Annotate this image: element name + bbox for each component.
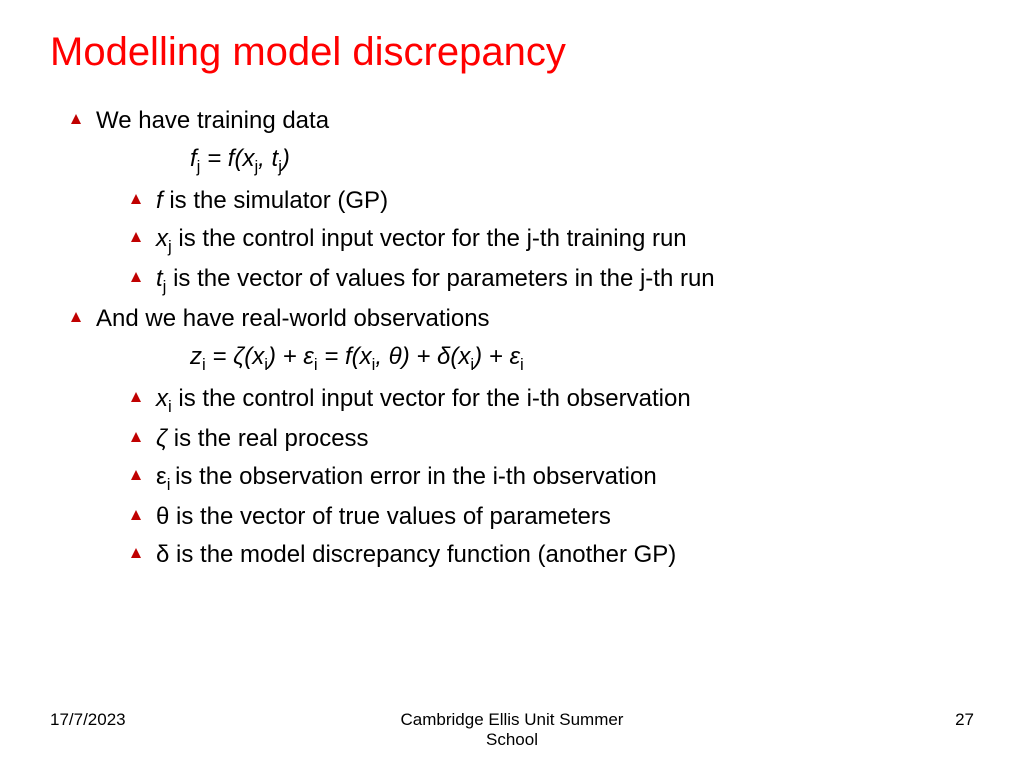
triangle-icon xyxy=(70,301,96,337)
slide-content: We have training data fj = f(xj, tj) f i… xyxy=(50,103,974,573)
triangle-icon xyxy=(130,459,156,497)
bullet-level2: xi is the control input vector for the i… xyxy=(130,381,974,419)
bullet-level2: εi is the observation error in the i-th … xyxy=(130,459,974,497)
bullet-level1: We have training data xyxy=(70,103,974,139)
footer-venue: Cambridge Ellis Unit SummerSchool xyxy=(358,710,666,750)
bullet-level2: θ is the vector of true values of parame… xyxy=(130,499,974,535)
triangle-icon xyxy=(130,499,156,535)
bullet-level2: tj is the vector of values for parameter… xyxy=(130,261,974,299)
bullet-level2: δ is the model discrepancy function (ano… xyxy=(130,537,974,573)
bullet-text: We have training data xyxy=(96,103,974,139)
bullet-text: ζ is the real process xyxy=(156,421,974,457)
bullet-text: εi is the observation error in the i-th … xyxy=(156,459,974,497)
triangle-icon xyxy=(130,381,156,419)
footer: 17/7/2023 Cambridge Ellis Unit SummerSch… xyxy=(0,710,1024,750)
bullet-text: tj is the vector of values for parameter… xyxy=(156,261,974,299)
triangle-icon xyxy=(130,183,156,219)
bullet-text: δ is the model discrepancy function (ano… xyxy=(156,537,974,573)
bullet-text: f is the simulator (GP) xyxy=(156,183,974,219)
bullet-text: And we have real-world observations xyxy=(96,301,974,337)
bullet-level2: ζ is the real process xyxy=(130,421,974,457)
triangle-icon xyxy=(130,421,156,457)
triangle-icon xyxy=(70,103,96,139)
bullet-level1: And we have real-world observations xyxy=(70,301,974,337)
triangle-icon xyxy=(130,221,156,259)
triangle-icon xyxy=(130,537,156,573)
triangle-icon xyxy=(130,261,156,299)
footer-page-number: 27 xyxy=(666,710,974,750)
footer-date: 17/7/2023 xyxy=(50,710,358,750)
bullet-text: xi is the control input vector for the i… xyxy=(156,381,974,419)
bullet-level2: xj is the control input vector for the j… xyxy=(130,221,974,259)
equation: zi = ζ(xi) + εi = f(xi, θ) + δ(xi) + εi xyxy=(190,339,974,377)
bullet-text: θ is the vector of true values of parame… xyxy=(156,499,974,535)
equation: fj = f(xj, tj) xyxy=(190,141,974,179)
slide: Modelling model discrepancy We have trai… xyxy=(0,0,1024,573)
bullet-level2: f is the simulator (GP) xyxy=(130,183,974,219)
bullet-text: xj is the control input vector for the j… xyxy=(156,221,974,259)
slide-title: Modelling model discrepancy xyxy=(50,30,974,75)
